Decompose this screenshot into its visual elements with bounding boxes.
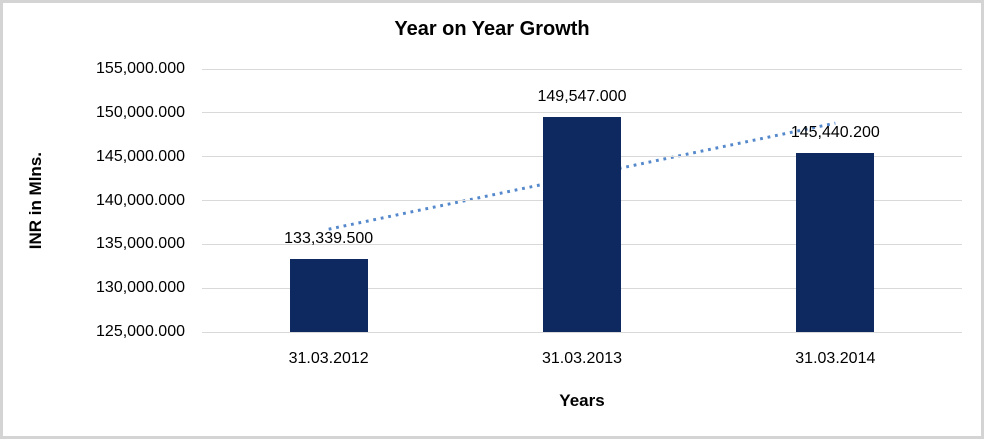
y-axis-tick-label: 155,000.000: [96, 60, 185, 77]
y-axis-tick-label: 145,000.000: [96, 147, 185, 165]
bar-31.03.2013: [543, 116, 621, 332]
x-axis-tick-label: 31.03.2014: [795, 350, 876, 367]
bar-data-label: 149,547.000: [537, 87, 627, 105]
y-axis-tick-label: 140,000.000: [96, 191, 185, 209]
y-axis-tick-label: 130,000.000: [96, 279, 185, 297]
x-axis-title: Years: [559, 391, 605, 410]
plot-area: 133,339.500 149,547.000 145,440.200: [202, 68, 962, 333]
bar-data-label: 133,339.500: [284, 229, 374, 247]
gridline: [202, 331, 962, 333]
bar-data-label: 145,440.200: [790, 123, 880, 141]
x-axis-tick-label: 31.03.2013: [541, 350, 623, 367]
x-axis-tick-label: 31.03.2012: [288, 350, 369, 367]
chart-title: Year on Year Growth: [394, 18, 590, 40]
y-axis-tick-label: 125,000.000: [96, 323, 185, 340]
bar-31.03.2012: [289, 258, 368, 332]
gridline: [202, 68, 962, 70]
bar-31.03.2014: [796, 152, 875, 332]
gridline: [202, 112, 962, 114]
y-axis-tick-label: 135,000.000: [96, 235, 185, 253]
y-axis-tick-label: 150,000.000: [96, 103, 185, 121]
